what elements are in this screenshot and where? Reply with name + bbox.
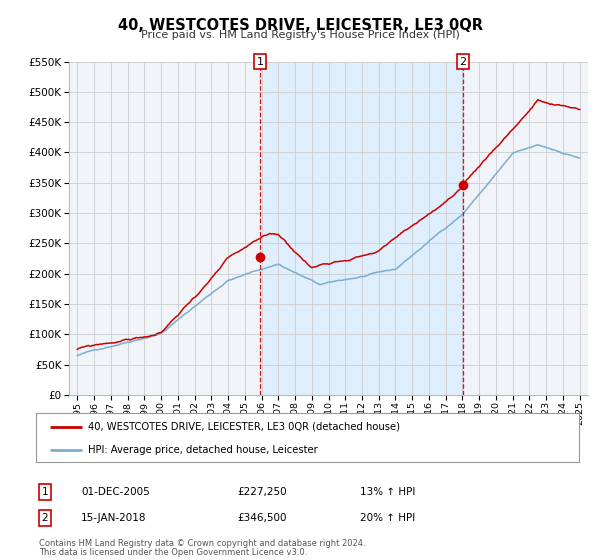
Text: 20% ↑ HPI: 20% ↑ HPI: [360, 513, 415, 523]
Text: 01-DEC-2005: 01-DEC-2005: [81, 487, 150, 497]
Text: 40, WESTCOTES DRIVE, LEICESTER, LE3 0QR: 40, WESTCOTES DRIVE, LEICESTER, LE3 0QR: [118, 18, 482, 33]
Text: 15-JAN-2018: 15-JAN-2018: [81, 513, 146, 523]
Text: 2: 2: [41, 513, 49, 523]
Text: 2: 2: [460, 57, 467, 67]
Text: HPI: Average price, detached house, Leicester: HPI: Average price, detached house, Leic…: [88, 445, 317, 455]
Text: Price paid vs. HM Land Registry's House Price Index (HPI): Price paid vs. HM Land Registry's House …: [140, 30, 460, 40]
Text: This data is licensed under the Open Government Licence v3.0.: This data is licensed under the Open Gov…: [39, 548, 307, 557]
Text: 1: 1: [41, 487, 49, 497]
Bar: [260, 62, 463, 395]
Text: £346,500: £346,500: [237, 513, 287, 523]
Text: 13% ↑ HPI: 13% ↑ HPI: [360, 487, 415, 497]
Text: 1: 1: [257, 57, 263, 67]
Text: 40, WESTCOTES DRIVE, LEICESTER, LE3 0QR (detached house): 40, WESTCOTES DRIVE, LEICESTER, LE3 0QR …: [88, 422, 400, 432]
Text: Contains HM Land Registry data © Crown copyright and database right 2024.: Contains HM Land Registry data © Crown c…: [39, 539, 365, 548]
Text: £227,250: £227,250: [237, 487, 287, 497]
